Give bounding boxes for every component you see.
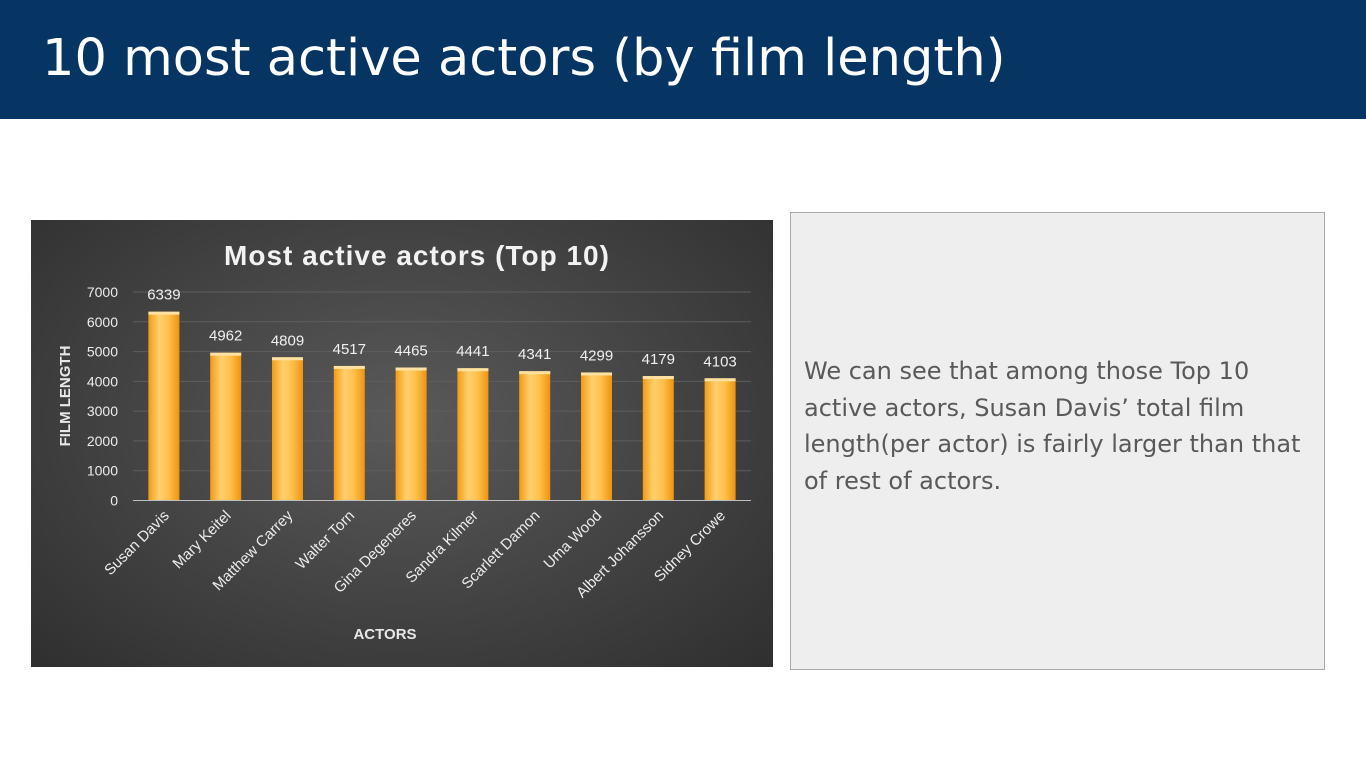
data-label: 4809 [271,332,304,349]
bar [642,376,674,501]
y-tick-label: 5000 [87,344,118,360]
data-label: 4299 [580,347,613,364]
x-tick-label: Uma Wood [540,507,605,572]
bar [272,357,303,501]
y-tick-label: 3000 [87,403,118,419]
bars [148,311,736,501]
bar-cap [272,357,303,361]
bar-cap [395,367,427,371]
bar-cap [148,311,180,315]
bar-cap [642,376,674,380]
y-tick-label: 4000 [87,373,118,389]
title-bar: 10 most active actors (by film length) [0,0,1366,119]
chart-panel: 6339 4962 4809 4517 4465 4441 4341 4299 4179 4103… [31,220,773,667]
note-text: We can see that among those Top 10 activ… [804,357,1301,495]
data-label: 4517 [333,341,366,358]
slide-title: 10 most active actors (by film length) [42,29,1006,88]
bar [581,372,612,501]
bar [333,365,365,501]
y-tick-label: 7000 [87,284,118,300]
data-label: 6339 [147,287,180,304]
data-label: 4103 [703,353,736,370]
bar-chart: 6339 4962 4809 4517 4465 4441 4341 4299 4179 4103… [57,240,751,643]
bar [210,352,242,501]
data-label: 4441 [456,343,489,360]
y-tick-label: 6000 [87,314,118,330]
y-tick-label: 2000 [87,433,118,449]
chart-title: Most active actors (Top 10) [224,240,610,271]
bar-cap [210,352,242,356]
bar [457,368,489,501]
note-box: We can see that among those Top 10 activ… [790,212,1325,670]
bar [148,311,180,501]
y-axis-label: FILM LENGTH [57,346,74,447]
data-label: 4465 [394,343,427,360]
bar-cap [581,372,612,376]
bar-cap [333,365,365,369]
data-label: 4179 [642,351,675,368]
y-axis-ticks: 0 1000 2000 3000 4000 5000 6000 7000 [87,284,118,509]
data-label: 4962 [209,328,242,345]
x-tick-label: Susan Davis [101,507,173,579]
bar [395,367,427,501]
x-axis-label: ACTORS [353,626,416,643]
bar-cap [457,368,489,372]
y-tick-label: 1000 [87,463,118,479]
bar-cap [704,378,736,382]
bar-cap [519,371,551,375]
data-labels: 6339 4962 4809 4517 4465 4441 4341 4299 4179 4103 [147,287,737,371]
x-tick-label: Mary Keitel [169,507,234,572]
x-tick-label: Walter Torn [292,507,358,573]
bar [704,378,736,501]
bar [519,371,551,501]
data-label: 4341 [518,346,551,363]
y-tick-label: 0 [110,493,118,509]
